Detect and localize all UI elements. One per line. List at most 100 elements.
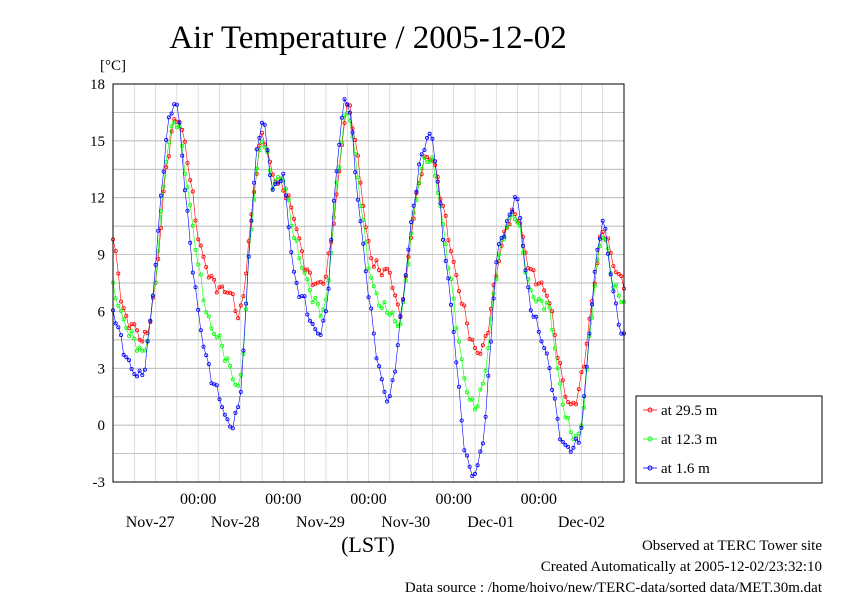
data-point [121, 352, 126, 357]
data-point [582, 394, 587, 399]
data-point [582, 405, 587, 410]
footer-created: Created Automatically at 2005-12-02/23:3… [541, 559, 822, 575]
data-point [116, 325, 121, 330]
data-point [502, 234, 507, 239]
data-point [393, 369, 398, 374]
data-point [464, 453, 469, 458]
data-point [448, 302, 453, 307]
data-point [425, 135, 430, 140]
data-point [440, 222, 445, 227]
data-point [169, 129, 174, 134]
data-point [379, 273, 384, 278]
data-point [478, 351, 483, 356]
data-point [169, 124, 174, 129]
data-point [233, 309, 238, 314]
data-point [129, 366, 134, 371]
data-point [550, 309, 555, 314]
data-point [124, 313, 129, 318]
data-point [291, 235, 296, 240]
data-point [318, 279, 323, 284]
data-point [560, 378, 565, 383]
data-point [334, 192, 339, 197]
data-point [294, 227, 299, 232]
data-point [374, 258, 379, 263]
data-point [409, 220, 414, 225]
data-point [190, 270, 195, 275]
data-point [150, 293, 155, 298]
data-point [467, 464, 472, 469]
data-point [560, 402, 565, 407]
data-point [512, 194, 517, 199]
data-point [472, 345, 477, 350]
legend-marker [647, 465, 653, 471]
data-point [451, 329, 456, 334]
data-point [542, 345, 547, 350]
series-line [112, 98, 625, 477]
data-point [456, 289, 461, 294]
data-point [454, 360, 459, 365]
data-point [291, 269, 296, 274]
data-point [321, 281, 326, 286]
data-point [177, 120, 182, 125]
data-point [390, 285, 395, 290]
legend-marker [647, 436, 653, 442]
data-point [119, 333, 124, 338]
data-point [321, 307, 326, 312]
data-point [217, 333, 222, 338]
x-tick-date: Nov-27 [126, 514, 175, 531]
data-point [297, 256, 302, 261]
data-point [270, 172, 275, 177]
data-point [113, 248, 118, 253]
data-point [443, 213, 448, 218]
data-point [478, 449, 483, 454]
data-point [515, 220, 520, 225]
data-point [313, 295, 318, 300]
data-point [161, 169, 166, 174]
data-point [563, 394, 568, 399]
data-point [267, 168, 272, 173]
data-point [443, 242, 448, 247]
data-point [542, 288, 547, 293]
data-point [337, 169, 342, 174]
data-point [214, 383, 219, 388]
data-point [214, 290, 219, 295]
data-point [440, 203, 445, 208]
data-point [369, 306, 374, 311]
data-point [220, 343, 225, 348]
y-tick-label: 12 [90, 191, 105, 207]
data-point [305, 312, 310, 317]
data-point [451, 259, 456, 264]
data-point [145, 331, 150, 336]
x-tick-date: Dec-01 [467, 514, 514, 531]
data-point [568, 449, 573, 454]
y-tick-label: -3 [93, 475, 106, 491]
data-point [558, 381, 563, 386]
x-tick-date: Dec-02 [558, 514, 605, 531]
data-point [619, 331, 624, 336]
data-point [307, 288, 312, 293]
data-point [550, 387, 555, 392]
data-point [440, 237, 445, 242]
data-point [228, 363, 233, 368]
data-point [137, 368, 142, 373]
data-point [422, 147, 427, 152]
data-point [587, 331, 592, 336]
data-point [536, 296, 541, 301]
data-point [422, 155, 427, 160]
data-point [353, 137, 358, 142]
data-point [188, 240, 193, 245]
data-point [566, 415, 571, 420]
data-point [209, 326, 214, 331]
data-point [419, 166, 424, 171]
data-point [507, 222, 512, 227]
data-point [432, 173, 437, 178]
data-point [419, 172, 424, 177]
x-tick-labels: 00:00 Nov-27 00:00 Nov-28 00:00 Nov-29 00:00 No… [126, 491, 605, 531]
data-point [366, 295, 371, 300]
data-point [291, 216, 296, 221]
y-axis-label: [°C] [100, 58, 126, 74]
data-point [446, 238, 451, 243]
y-tick-labels: -3 0 3 6 9 12 15 18 [90, 77, 106, 491]
data-point [363, 269, 368, 274]
data-point [307, 270, 312, 275]
